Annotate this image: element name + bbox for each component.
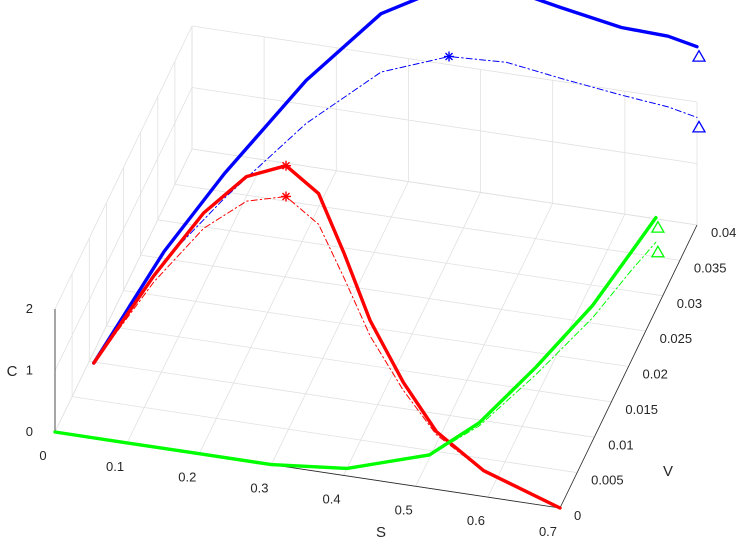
floor-gridline-y — [89, 360, 595, 438]
series-line-3 — [93, 196, 561, 509]
z-tick-label: 2 — [26, 301, 33, 316]
back-wall-gridline-z — [191, 87, 698, 164]
z-axis-label: C — [7, 363, 18, 380]
series-max-marker — [281, 160, 292, 171]
series-end-marker — [650, 244, 666, 258]
y-tick-label: 0 — [574, 508, 581, 523]
y-tick-label: 0.04 — [711, 225, 736, 240]
floor-gridline-y — [174, 184, 680, 261]
floor-gridline-y — [157, 219, 663, 297]
floor-gridline-y — [72, 396, 578, 473]
series-line-5 — [54, 241, 657, 469]
x-tick-label: 0.5 — [395, 502, 413, 517]
floor-gridline-y — [140, 254, 646, 332]
series-end-marker — [691, 49, 707, 62]
x-tick-label: 0.6 — [467, 513, 485, 528]
y-tick-label: 0.025 — [660, 331, 693, 346]
x-tick-label: 0.3 — [250, 481, 268, 496]
y-tick-label: 0.01 — [608, 437, 633, 452]
series-end-marker — [650, 220, 666, 233]
x-tick-label: 0.1 — [106, 459, 124, 474]
z-tick-label: 1 — [26, 363, 33, 378]
series-line-0 — [92, 0, 699, 365]
series-line-2 — [92, 164, 562, 510]
series-max-marker — [444, 51, 455, 62]
back-wall-gridline-z — [191, 148, 698, 226]
y-tick-label: 0.015 — [625, 402, 658, 417]
side-wall-gridline-z — [54, 25, 193, 310]
side-wall-gridline-z — [54, 87, 193, 371]
asterisk-stroke — [282, 161, 290, 170]
side-wall-gridline-z — [54, 148, 193, 433]
y-tick-label: 0.03 — [677, 296, 702, 311]
chart-grid — [54, 25, 698, 509]
x-tick-label: 0.4 — [323, 491, 341, 506]
asterisk-stroke — [282, 192, 290, 201]
series-end-marker — [691, 120, 707, 133]
chart-labels: S V C — [7, 363, 673, 541]
y-axis-line — [559, 224, 698, 509]
x-tick-label: 0.7 — [539, 524, 557, 539]
asterisk-stroke — [445, 52, 454, 61]
chart-series — [53, 0, 707, 510]
x-tick-label: 0 — [39, 448, 46, 463]
x-axis-label: S — [376, 524, 386, 541]
y-tick-label: 0.005 — [591, 473, 624, 488]
back-wall-gridline-z — [191, 25, 698, 103]
y-tick-label: 0.035 — [694, 260, 727, 275]
y-tick-label: 0.02 — [643, 367, 668, 382]
z-tick-label: 0 — [26, 424, 33, 439]
series-max-marker — [281, 191, 292, 202]
y-axis-label: V — [663, 463, 673, 480]
floor-gridline-y — [106, 325, 612, 403]
chart-axes: 0 0.1 0.2 0.3 0.4 0.5 0.6 0.7 0 0.005 0.01 0.015 0.0… — [26, 224, 736, 539]
x-tick-label: 0.2 — [178, 470, 196, 485]
series-line-4 — [53, 215, 658, 471]
series-line-1 — [93, 56, 698, 364]
